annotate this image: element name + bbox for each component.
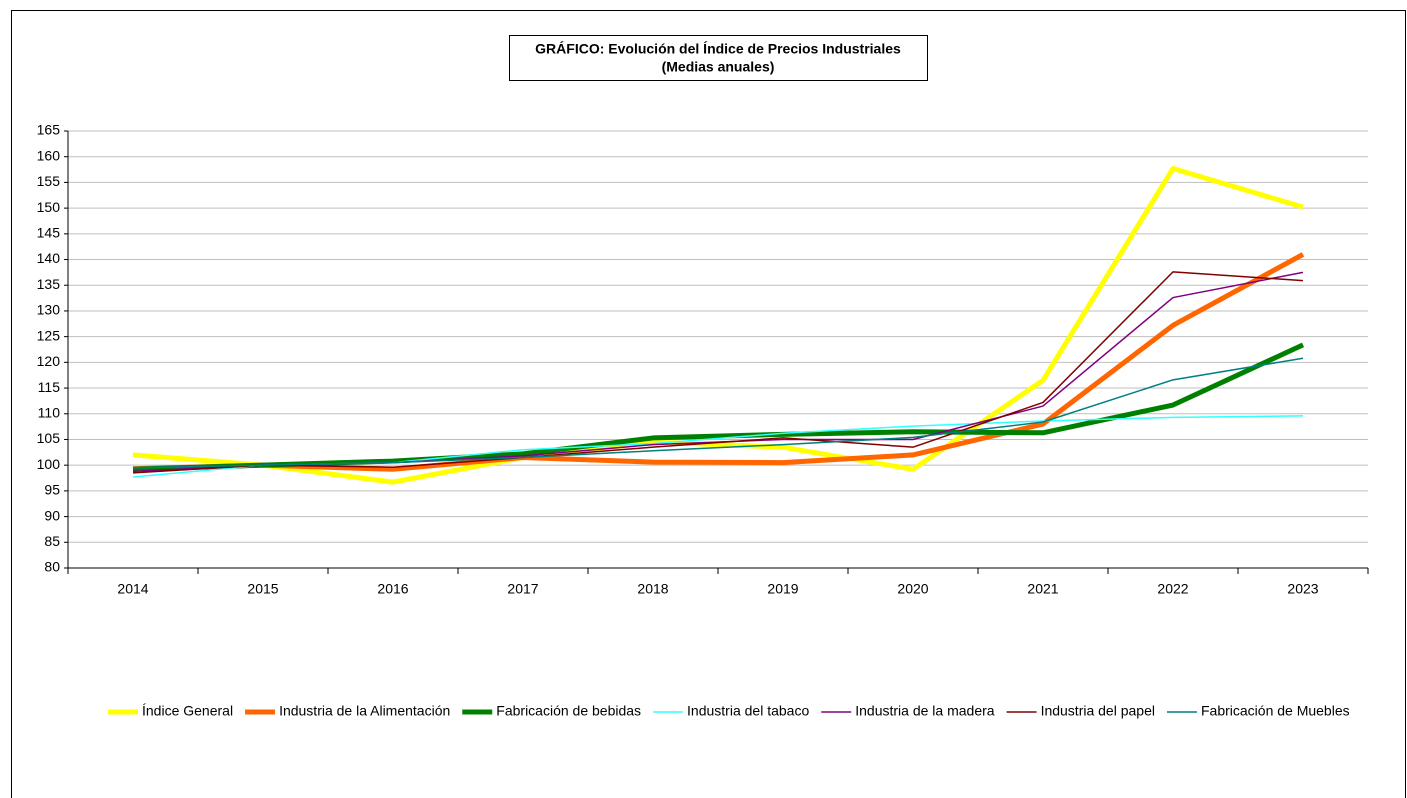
- y-tick-label: 85: [44, 533, 60, 549]
- x-tick-label: 2017: [507, 581, 538, 597]
- x-tick-label: 2018: [637, 581, 668, 597]
- x-tick-label: 2021: [1027, 581, 1058, 597]
- x-tick-label: 2022: [1157, 581, 1188, 597]
- y-tick-label: 145: [37, 225, 61, 241]
- chart-border: [11, 10, 1406, 798]
- x-tick-label: 2020: [897, 581, 928, 597]
- y-tick-label: 150: [37, 199, 61, 215]
- y-tick-label: 90: [44, 507, 60, 523]
- legend-label: Industria del papel: [1041, 703, 1155, 719]
- y-tick-label: 135: [37, 276, 61, 292]
- y-tick-label: 165: [37, 122, 61, 138]
- y-tick-label: 110: [38, 404, 61, 420]
- series-line: [132, 252, 1305, 472]
- y-tick-label: 125: [37, 327, 61, 343]
- x-tick-label: 2023: [1287, 581, 1318, 597]
- series-line: [132, 271, 1304, 473]
- y-tick-label: 80: [44, 559, 60, 575]
- legend-label: Fabricación de bebidas: [496, 703, 641, 719]
- x-tick-label: 2014: [117, 581, 148, 597]
- chart-subtitle: (Medias anuales): [662, 59, 775, 75]
- y-tick-label: 100: [37, 456, 61, 472]
- x-tick-label: 2016: [377, 581, 408, 597]
- legend-label: Industria de la madera: [855, 703, 995, 719]
- y-tick-label: 160: [37, 147, 61, 163]
- y-tick-label: 105: [37, 430, 61, 446]
- legend-label: Industria del tabaco: [687, 703, 809, 719]
- y-tick-label: 95: [44, 482, 60, 498]
- legend-label: Fabricación de Muebles: [1201, 703, 1350, 719]
- y-tick-label: 155: [37, 173, 61, 189]
- y-tick-label: 140: [37, 250, 61, 266]
- y-tick-label: 130: [37, 302, 61, 318]
- title-box: [509, 35, 928, 81]
- series-line: [132, 357, 1304, 469]
- x-tick-label: 2019: [767, 581, 798, 597]
- legend-label: Índice General: [142, 703, 233, 719]
- series-line: [132, 271, 1304, 474]
- y-tick-label: 120: [37, 353, 61, 369]
- series-line: [132, 166, 1304, 485]
- series-line: [132, 342, 1305, 472]
- legend-label: Industria de la Alimentación: [279, 703, 450, 719]
- chart-title: GRÁFICO: Evolución del Índice de Precios…: [535, 41, 901, 57]
- y-tick-label: 115: [38, 379, 61, 395]
- x-tick-label: 2015: [247, 581, 278, 597]
